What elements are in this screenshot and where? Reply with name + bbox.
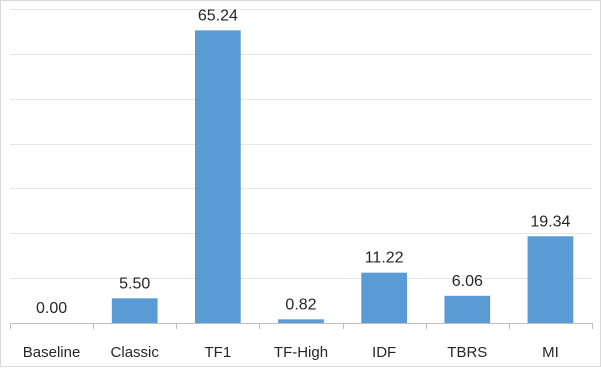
x-tick-label-mi: MI [542, 344, 559, 361]
x-tick-label-classic: Classic [111, 344, 160, 361]
data-label-classic: 5.50 [119, 275, 150, 292]
bar-mi [527, 236, 574, 323]
bar-idf [361, 272, 408, 323]
x-axis [10, 323, 593, 329]
data-label-tbrs: 6.06 [452, 273, 483, 290]
gridlines [10, 9, 592, 279]
bars [111, 30, 574, 323]
x-tick-label-idf: IDF [372, 344, 396, 361]
x-tick-label-baseline: Baseline [23, 344, 81, 361]
data-label-baseline: 0.00 [36, 300, 67, 317]
bar-tf1 [194, 30, 241, 323]
bar-classic [111, 298, 158, 323]
x-tick-label-tbrs: TBRS [447, 344, 487, 361]
bar-tbrs [444, 295, 491, 323]
data-label-tf1: 65.24 [198, 7, 238, 24]
x-tick-label-tf1: TF1 [205, 344, 232, 361]
x-tick-label-tf-high: TF-High [274, 344, 328, 361]
data-labels: 0.00 5.50 65.24 0.82 11.22 6.06 19.34 [36, 7, 571, 317]
data-label-mi: 19.34 [530, 213, 570, 230]
data-label-tf-high: 0.82 [285, 296, 316, 313]
data-label-idf: 11.22 [365, 250, 404, 267]
bar-tf-high [278, 319, 324, 323]
x-tick-labels: Baseline Classic TF1 TF-High IDF TBRS MI [23, 344, 559, 361]
